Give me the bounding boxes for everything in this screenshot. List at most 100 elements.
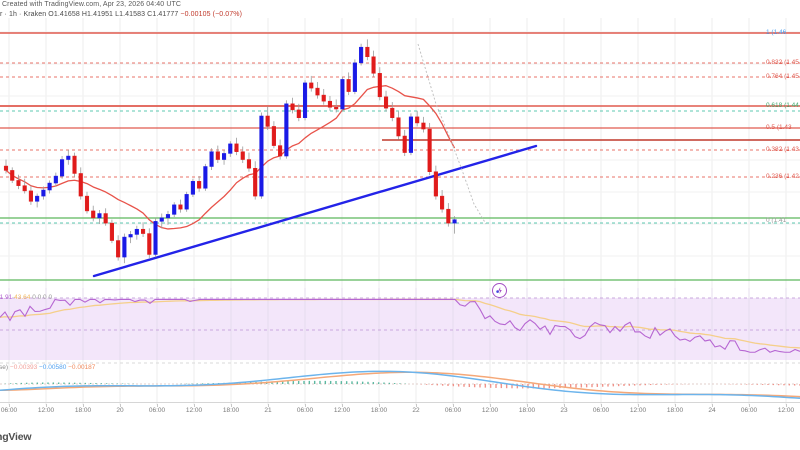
candle-body xyxy=(433,171,438,197)
candle-body xyxy=(97,213,102,219)
macd-histogram-bar xyxy=(196,383,199,384)
macd-histogram-bar xyxy=(335,381,337,384)
macd-histogram-bar xyxy=(473,384,476,388)
candle-body xyxy=(446,208,451,224)
macd-histogram-bar xyxy=(745,384,748,385)
macd-histogram-bar xyxy=(340,381,343,384)
time-axis-label: 06:00 xyxy=(0,407,18,414)
time-axis-label: 06:00 xyxy=(740,407,758,414)
stoch-rsi-svg xyxy=(0,288,800,360)
macd-histogram-bar xyxy=(319,380,321,384)
candle-body xyxy=(60,159,65,177)
candle-body xyxy=(390,107,395,118)
time-axis-tick xyxy=(231,404,232,407)
macd-histogram-bar xyxy=(36,382,39,384)
macd-histogram-bar xyxy=(580,384,583,388)
macd-histogram-bar xyxy=(671,384,673,385)
candle-body xyxy=(309,82,314,89)
macd-histogram-bar xyxy=(57,382,60,384)
time-axis-tick xyxy=(83,404,84,407)
time-axis-tick xyxy=(490,404,491,407)
macd-histogram-bar xyxy=(447,384,449,386)
stoch-top-strip xyxy=(0,288,800,298)
time-axis-tick xyxy=(268,404,269,407)
candle-body xyxy=(371,56,376,74)
time-axis-rule xyxy=(0,402,800,403)
macd-histogram-bar xyxy=(25,382,28,384)
macd-histogram-bar xyxy=(649,384,652,386)
time-axis-tick xyxy=(527,404,528,407)
macd-histogram-bar xyxy=(100,383,103,384)
stoch-rsi-pane[interactable] xyxy=(0,288,800,360)
macd-histogram-bar xyxy=(623,384,625,386)
price-pane[interactable] xyxy=(0,18,800,288)
idea-marker-icon[interactable] xyxy=(492,283,507,298)
candle-body xyxy=(10,170,15,181)
macd-histogram-bar xyxy=(617,384,620,387)
stoch-extra-values: 0 0 0 0 xyxy=(32,294,53,301)
candle-body xyxy=(427,128,432,172)
macd-histogram-bar xyxy=(63,382,65,384)
time-axis-label: 23 xyxy=(560,407,568,414)
macd-line xyxy=(0,370,800,400)
macd-histogram-bar xyxy=(308,380,311,384)
candle-body xyxy=(452,219,457,224)
candle-body xyxy=(228,143,233,154)
candle-body xyxy=(222,153,227,160)
candle-body xyxy=(377,73,382,98)
candle-body xyxy=(91,210,96,219)
candle-body xyxy=(3,165,9,171)
candle-body xyxy=(296,109,301,118)
macd-histogram-bar xyxy=(591,384,593,388)
candle-body xyxy=(402,135,407,153)
macd-histogram-bar xyxy=(436,384,439,386)
candle-body xyxy=(178,204,183,210)
macd-histogram-bar xyxy=(777,384,780,386)
macd-histogram-bar xyxy=(313,380,316,384)
macd-histogram-bar xyxy=(612,384,615,387)
time-axis-label: 06:00 xyxy=(296,407,314,414)
macd-histogram-bar xyxy=(31,382,33,384)
macd-signal-value: −0.00580 xyxy=(39,364,67,371)
time-axis[interactable]: 06:00 12:00 18:00 20 06:00 12:00 18:00 21 06:00 1… xyxy=(0,404,800,420)
time-axis-tick xyxy=(453,404,454,407)
macd-histogram-bar xyxy=(111,383,113,384)
stoch-k-line xyxy=(0,298,800,353)
macd-histogram-bar xyxy=(516,384,519,389)
ohlc-high-label: H xyxy=(81,11,88,18)
macd-histogram-bar xyxy=(607,384,609,387)
candle-body xyxy=(240,151,245,160)
macd-histogram-bar xyxy=(52,382,55,384)
macd-histogram-bar xyxy=(628,384,631,386)
candle-body xyxy=(184,194,189,210)
symbol-name: ar · 1h · Kraken xyxy=(0,11,47,18)
candle-body xyxy=(28,190,33,202)
candle-body xyxy=(253,167,258,197)
candle-body xyxy=(278,145,283,157)
candle-body xyxy=(35,195,40,202)
candle-body xyxy=(147,233,152,255)
ohlc-open-value: 1.41658 xyxy=(53,11,80,18)
time-axis-tick xyxy=(305,404,306,407)
macd-histogram-bar xyxy=(644,384,647,386)
macd-histogram-bar xyxy=(324,380,327,384)
time-axis-tick xyxy=(749,404,750,407)
macd-histogram-bar xyxy=(68,382,71,384)
macd-histogram-bar xyxy=(287,381,289,384)
time-axis-label: 24 xyxy=(708,407,716,414)
time-axis-label: 18:00 xyxy=(370,407,388,414)
time-axis-label: 20 xyxy=(116,407,124,414)
ascending-trendline xyxy=(92,144,538,278)
macd-histogram-bar xyxy=(361,381,364,384)
candle-body xyxy=(190,181,195,195)
candle-body xyxy=(246,159,252,169)
tradingview-watermark: ngView xyxy=(0,431,32,443)
candle-body xyxy=(53,175,58,184)
time-axis-tick xyxy=(675,404,676,407)
macd-pane[interactable] xyxy=(0,360,800,405)
time-axis-tick xyxy=(379,404,380,407)
macd-histogram-bar xyxy=(201,383,204,384)
candle-body xyxy=(41,189,46,197)
macd-histogram-bar xyxy=(532,384,535,389)
time-axis-tick xyxy=(712,404,713,407)
